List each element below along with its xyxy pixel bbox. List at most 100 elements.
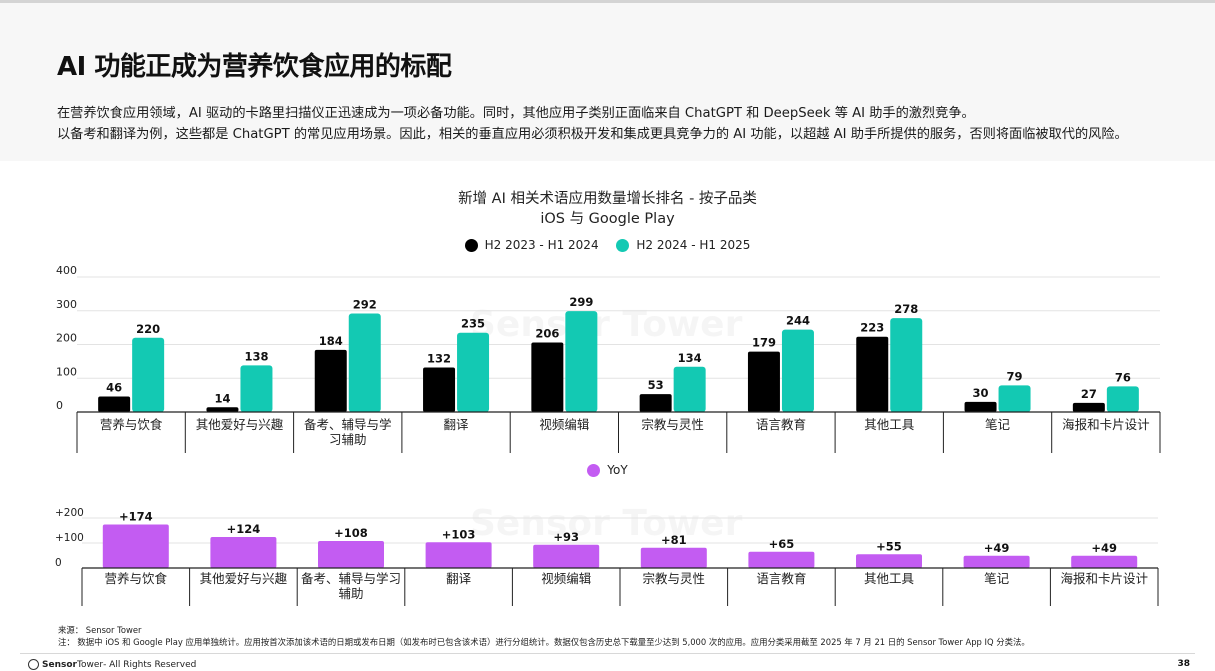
data-label: 244	[786, 314, 810, 328]
x-tick-label: 笔记	[984, 571, 1010, 586]
y-tick-label: +200	[55, 507, 84, 519]
x-tick-label: 海报和卡片设计	[1062, 417, 1150, 432]
data-label: 14	[214, 391, 230, 405]
bar	[748, 551, 815, 568]
bar	[457, 332, 490, 412]
y-tick-label: 0	[55, 557, 62, 569]
x-tick-label: 海报和卡片设计	[1060, 571, 1148, 586]
main-bar-chart: 0 100 200 300 400 46 220 14 138 184 292 132 235 206 29…	[56, 265, 1161, 453]
bar	[673, 366, 706, 412]
legend-item: YoY	[587, 463, 628, 477]
y-tick-label: 300	[56, 298, 77, 311]
page-title: AI 功能正成为营养饮食应用的标配	[57, 52, 452, 82]
bar	[425, 542, 492, 568]
bar	[639, 394, 672, 412]
x-tick-label: 备考、辅导与学习辅助	[304, 417, 392, 447]
y-tick-label: 400	[56, 265, 77, 277]
source-note: 来源： Sensor Tower	[58, 625, 142, 635]
bar	[210, 537, 277, 568]
bar	[964, 401, 997, 412]
bar	[856, 336, 889, 412]
data-label: +81	[661, 533, 687, 547]
description: 在营养饮食应用领域，AI 驱动的卡路里扫描仪正迅速成为一项必备功能。同时，其他应…	[57, 103, 1137, 145]
y-tick-label: +100	[55, 532, 84, 544]
data-label: 138	[244, 349, 268, 363]
data-label: 79	[1007, 369, 1023, 383]
legend-item: H2 2024 - H1 2025	[616, 238, 750, 252]
footer-rule	[20, 653, 1195, 654]
x-tick-label: 其他工具	[864, 571, 915, 586]
page-number: 38	[1177, 659, 1190, 669]
brand-footer: Sensor Tower - All Rights Reserved	[28, 659, 196, 670]
bar	[132, 337, 165, 412]
header-background	[0, 3, 1215, 161]
data-label: 53	[648, 378, 664, 392]
data-label: 132	[427, 351, 451, 365]
chart-title: 新增 AI 相关术语应用数量增长排名 - 按子品类	[458, 191, 757, 207]
yoy-legend: YoY	[0, 463, 1215, 480]
bar	[565, 311, 598, 412]
x-tick-label: 语言教育	[756, 571, 806, 586]
bar	[531, 342, 564, 412]
y-tick-label: 200	[56, 332, 77, 345]
legend-swatch-icon	[616, 238, 630, 252]
bar	[781, 329, 814, 412]
chart-legend: H2 2023 - H1 2024 H2 2024 - H1 2025	[0, 238, 1215, 255]
legend-swatch-icon	[587, 463, 601, 477]
data-label: +103	[442, 527, 476, 541]
bar	[206, 407, 239, 412]
legend-label: YoY	[607, 463, 628, 477]
chart-subtitle: iOS 与 Google Play	[540, 211, 675, 227]
data-label: +49	[984, 541, 1010, 555]
bar	[1071, 555, 1138, 568]
bar	[1072, 402, 1105, 412]
data-label: 235	[461, 317, 485, 331]
data-label: +65	[769, 537, 795, 551]
legend-label: H2 2024 - H1 2025	[636, 238, 751, 252]
bar	[318, 541, 384, 568]
bar	[423, 367, 456, 412]
data-label: +55	[876, 539, 902, 553]
x-tick-label: 宗教与灵性	[643, 571, 706, 586]
x-tick-label: 其他爱好与兴趣	[200, 571, 288, 586]
data-label: 223	[860, 321, 884, 335]
yoy-bar-chart: 0 +100 +200 +174 +124 +108 +103 +93 +81 +65 +55 +49…	[55, 507, 1159, 606]
data-label: 278	[894, 302, 918, 316]
x-tick-label: 宗教与灵性	[641, 417, 704, 432]
rights-text: - All Rights Reserved	[103, 659, 197, 670]
description-line: 以备考和翻译为例，这些都是 ChatGPT 的常见应用场景。因此，相关的垂直应用…	[57, 127, 1128, 142]
footer-notes: 来源： Sensor Tower 注： 数据中 iOS 和 Google Pla…	[58, 624, 1030, 648]
x-tick-label: 备考、辅导与学习辅助	[301, 571, 401, 601]
bar	[1106, 386, 1139, 412]
x-tick-label: 其他工具	[864, 417, 915, 432]
data-label: 220	[136, 322, 160, 336]
data-label: 292	[353, 297, 377, 311]
bar	[998, 385, 1031, 412]
data-label: 184	[319, 334, 343, 348]
y-tick-label: 0	[56, 399, 63, 412]
data-label: 206	[535, 326, 559, 340]
description-line: 在营养饮食应用领域，AI 驱动的卡路里扫描仪正迅速成为一项必备功能。同时，其他应…	[57, 106, 975, 121]
data-label: +124	[227, 522, 261, 536]
x-tick-label: 翻译	[446, 571, 472, 586]
data-label: 299	[569, 295, 593, 309]
legend-label: H2 2023 - H1 2024	[484, 238, 599, 252]
bar	[240, 365, 273, 412]
x-tick-label: 营养与饮食	[100, 417, 163, 432]
legend-swatch-icon	[464, 238, 478, 252]
methodology-note: 注： 数据中 iOS 和 Google Play 应用单独统计。应用按首次添加该…	[58, 637, 1030, 647]
data-label: 46	[106, 380, 122, 394]
bar	[640, 547, 707, 568]
x-tick-label: 语言教育	[756, 417, 806, 432]
data-label: +49	[1091, 541, 1117, 555]
bar	[963, 555, 1030, 568]
bar	[856, 554, 922, 568]
brand-name: Tower	[76, 659, 104, 670]
x-tick-label: 笔记	[985, 417, 1011, 432]
bar	[533, 544, 600, 568]
brand-name-strong: Sensor	[42, 659, 77, 670]
x-tick-label: 翻译	[444, 417, 470, 432]
x-tick-label: 视频编辑	[541, 571, 591, 586]
y-tick-label: 100	[56, 365, 77, 378]
bar	[348, 313, 381, 412]
